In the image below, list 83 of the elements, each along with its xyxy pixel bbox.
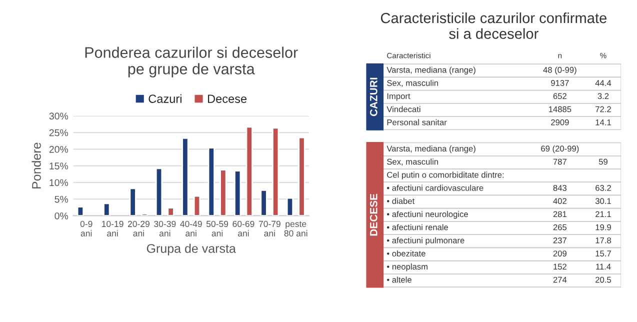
y-tick-label: 30%: [49, 112, 68, 120]
text: 15.7: [596, 250, 611, 256]
x-axis-title: Grupa de varsta: [146, 244, 236, 256]
text: • afectiuni cardiovasculare: [386, 184, 484, 191]
text: 14885: [548, 106, 572, 112]
x-tick-label: 50-59 ani: [206, 220, 228, 236]
text: DECESE: [370, 194, 378, 236]
text: • obezitate: [386, 250, 426, 256]
x-tick-label: 10-19 ani: [102, 220, 124, 236]
text: 652: [553, 93, 566, 100]
text: 9137: [551, 80, 569, 86]
text: • afectiuni neurologice: [386, 211, 468, 219]
text: Sex, masculin: [387, 158, 438, 166]
y-tick-label: 20%: [49, 146, 68, 153]
text: 20.5: [596, 276, 611, 283]
text: 2909: [551, 119, 569, 126]
text: Personal sanitar: [387, 119, 447, 126]
text: 21.1: [596, 211, 611, 218]
bar: [260, 189, 268, 216]
text: • afectiuni renale: [386, 224, 448, 230]
text: Caracteristicile cazurilor confirmate si a deceselor: [380, 12, 606, 39]
text: 787: [553, 158, 566, 165]
y-tick-label: 10%: [50, 179, 68, 186]
text: Cel putin o comorbiditate dintre:: [387, 172, 504, 180]
x-tick-label: 30-39 ani: [154, 220, 176, 236]
bar: [220, 169, 227, 216]
text: • altele: [386, 276, 412, 283]
bar: [246, 126, 253, 216]
y-tick-label: 5%: [54, 196, 68, 203]
bar: [298, 136, 306, 216]
text: 265: [553, 224, 567, 230]
text: 48 (0-99): [543, 66, 576, 74]
y-tick-label: 0%: [54, 212, 68, 220]
text: Varsta, mediana (range): [386, 145, 476, 154]
bar: [182, 138, 189, 216]
text: 69 (20-99): [541, 145, 579, 154]
text: CAZURI: [370, 78, 378, 116]
text: Import: [387, 93, 410, 101]
text: 63.2: [596, 184, 611, 191]
bar: [193, 195, 201, 216]
text: 11.4: [596, 264, 611, 270]
text: 30.1: [595, 198, 611, 204]
y-tick-label: 15%: [50, 162, 68, 170]
bar: [155, 168, 163, 216]
chart-title: Ponderea cazurilor si deceselor pe grupe de varsta: [85, 46, 298, 78]
x-tick-label: 60-69 ani: [232, 220, 254, 236]
bar: [272, 127, 280, 216]
legend-label: Decese: [208, 94, 247, 103]
text: 14.1: [596, 119, 611, 126]
bar: [286, 197, 294, 216]
x-tick-label: 40-49 ani: [180, 220, 202, 236]
text: 44.4: [595, 80, 612, 86]
text: 72.2: [596, 106, 611, 112]
text: 17.8: [596, 237, 611, 244]
text: 281: [553, 211, 566, 218]
legend-label: Cazuri: [148, 94, 182, 103]
text: • afectiuni pulmonare: [386, 237, 464, 246]
bar: [208, 147, 215, 216]
text: 237: [553, 237, 566, 244]
text: Varsta, mediana (range): [386, 66, 476, 74]
bar: [129, 188, 136, 216]
bar: [234, 170, 242, 216]
y-axis-title: Pondere: [32, 142, 41, 188]
x-tick-label: peste 80 ani: [284, 221, 308, 236]
text: 274: [553, 276, 567, 283]
text: 152: [554, 264, 566, 270]
y-tick-label: 25%: [49, 129, 68, 136]
text: 59: [598, 158, 608, 165]
x-tick-label: 70-79 ani: [258, 220, 280, 236]
text: • diabet: [386, 198, 415, 204]
text: 209: [553, 250, 566, 256]
bar: [167, 207, 174, 216]
text: 843: [553, 184, 567, 191]
text: 3.2: [598, 93, 609, 100]
x-tick-label: 20-29 ani: [128, 220, 150, 236]
text: Vindecati: [386, 106, 420, 112]
text: 402: [553, 198, 566, 204]
text: • neoplasm: [386, 263, 428, 272]
text: Sex, masculin: [387, 80, 438, 87]
bar: [103, 202, 110, 216]
text: 19.9: [596, 224, 611, 230]
bar: [76, 206, 84, 216]
x-tick-label: 0-9 ani: [80, 220, 92, 236]
